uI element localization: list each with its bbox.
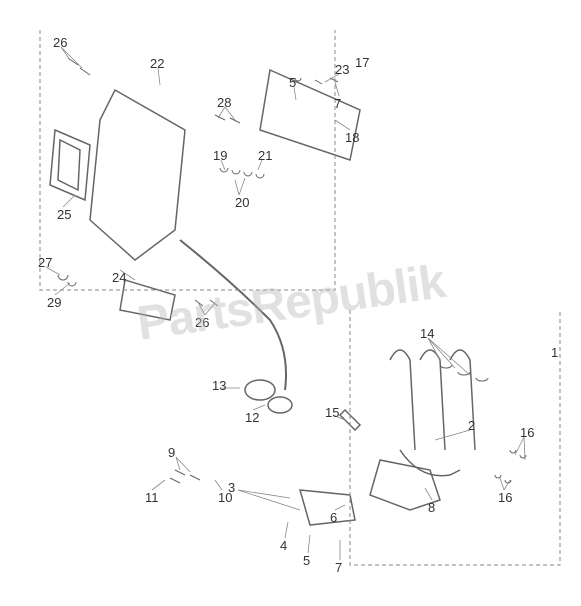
callout-13: 13 bbox=[212, 378, 226, 393]
leader-line-4 bbox=[285, 522, 288, 538]
leader-line-10 bbox=[215, 480, 222, 490]
callout-16b: 16 bbox=[498, 490, 512, 505]
callout-10: 10 bbox=[218, 490, 232, 505]
callout-7: 7 bbox=[335, 560, 342, 575]
callout-4: 4 bbox=[280, 538, 287, 553]
leader-line-26b bbox=[198, 302, 205, 315]
leader-line-16b bbox=[504, 480, 510, 490]
callout-16: 16 bbox=[520, 425, 534, 440]
callout-15: 15 bbox=[325, 405, 339, 420]
leader-line-11 bbox=[152, 480, 165, 490]
callout-11: 11 bbox=[145, 490, 159, 505]
leader-line-3 bbox=[238, 490, 290, 498]
callout-26b: 26 bbox=[195, 315, 209, 330]
leader-line-20 bbox=[239, 178, 245, 195]
leader-line-2 bbox=[435, 430, 470, 440]
leader-line-18 bbox=[335, 120, 350, 130]
callout-9: 9 bbox=[168, 445, 175, 460]
callout-20: 20 bbox=[235, 195, 249, 210]
callout-8: 8 bbox=[428, 500, 435, 515]
leader-line-3 bbox=[238, 490, 300, 510]
callout-21: 21 bbox=[258, 148, 272, 163]
leader-line-16 bbox=[524, 437, 525, 460]
callout-26: 26 bbox=[53, 35, 67, 50]
leader-line-26 bbox=[61, 47, 82, 68]
callout-12: 12 bbox=[245, 410, 259, 425]
callout-24: 24 bbox=[112, 270, 126, 285]
callout-27: 27 bbox=[38, 255, 52, 270]
leader-line-25 bbox=[63, 195, 75, 207]
callout-5: 5 bbox=[303, 553, 310, 568]
callout-14: 14 bbox=[420, 326, 434, 341]
callout-1: 1 bbox=[551, 345, 558, 360]
parts-diagram: PartsRepublik 12345567789101112131415161… bbox=[0, 0, 581, 606]
callout-17: 17 bbox=[355, 55, 369, 70]
leader-line-14 bbox=[428, 338, 455, 368]
callout-2: 2 bbox=[468, 418, 475, 433]
callout-7b: 7 bbox=[334, 96, 341, 111]
callout-23: 23 bbox=[335, 62, 349, 77]
leader-line-26b bbox=[205, 303, 215, 315]
callout-25: 25 bbox=[57, 207, 71, 222]
callout-5b: 5 bbox=[289, 75, 296, 90]
leader-line-16b bbox=[500, 478, 504, 490]
leader-line-8 bbox=[425, 488, 432, 500]
leader-line-20 bbox=[235, 180, 239, 195]
leader-line-5 bbox=[308, 535, 310, 553]
callout-19: 19 bbox=[213, 148, 227, 163]
callout-29: 29 bbox=[47, 295, 61, 310]
leader-line-14 bbox=[428, 338, 470, 375]
callout-22: 22 bbox=[150, 56, 164, 71]
callout-28: 28 bbox=[217, 95, 231, 110]
leader-line-29 bbox=[55, 283, 70, 295]
callout-6: 6 bbox=[330, 510, 337, 525]
callout-lines bbox=[0, 0, 581, 606]
leader-line-7b bbox=[335, 82, 339, 96]
callout-18: 18 bbox=[345, 130, 359, 145]
